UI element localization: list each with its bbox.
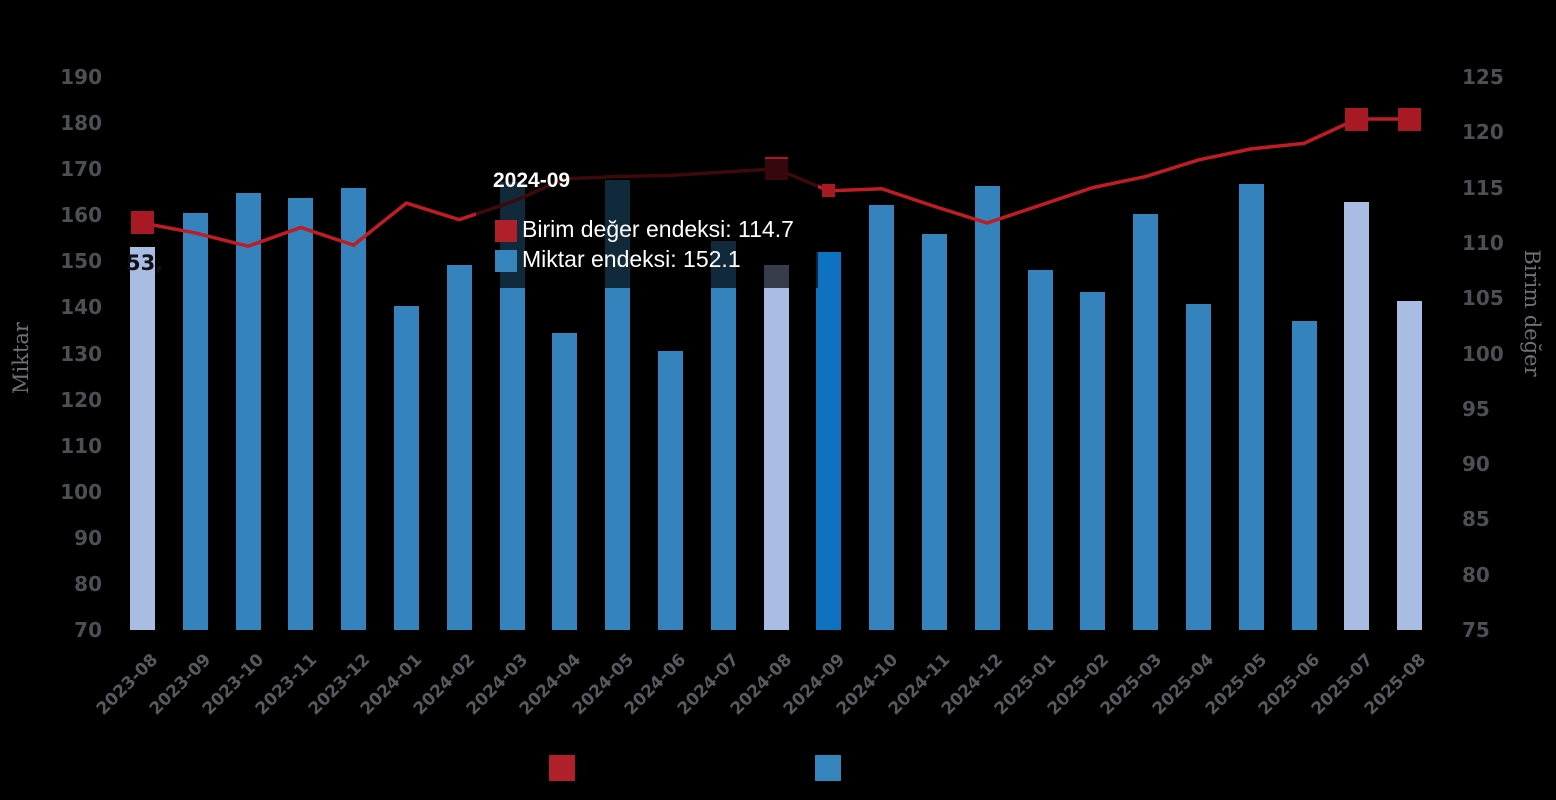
y-left-tick-90: 90 bbox=[74, 525, 102, 550]
bar-2025-01[interactable] bbox=[1027, 270, 1053, 630]
bar-2025-04[interactable] bbox=[1185, 304, 1211, 630]
bar-2024-07[interactable] bbox=[710, 241, 736, 630]
tooltip-row-miktar: Miktar endeksi: 152.1 bbox=[522, 246, 741, 272]
bar-2023-12[interactable] bbox=[341, 188, 367, 630]
legend-miktar-endeksi[interactable] bbox=[815, 755, 841, 781]
y-right-tick-110: 110 bbox=[1462, 230, 1504, 255]
tooltip-title: 2024-09 bbox=[493, 169, 571, 192]
y-left-tick-110: 110 bbox=[60, 433, 102, 458]
bar-2025-02[interactable] bbox=[1080, 292, 1106, 630]
bar-2024-09[interactable] bbox=[816, 251, 842, 630]
y-right-tick-115: 115 bbox=[1462, 175, 1504, 200]
bar-2025-08[interactable] bbox=[1397, 300, 1423, 630]
y-left-tick-130: 130 bbox=[60, 341, 102, 366]
y-left-tick-190: 190 bbox=[60, 65, 102, 89]
y-right-tick-80: 80 bbox=[1462, 562, 1490, 587]
bar-data-label: 53, bbox=[126, 251, 164, 275]
y-right-tick-125: 125 bbox=[1462, 65, 1504, 89]
bar-2025-06[interactable] bbox=[1291, 320, 1317, 630]
y-right-tick-100: 100 bbox=[1462, 341, 1504, 366]
bar-2024-08[interactable] bbox=[763, 265, 789, 630]
tooltip: 2024-09 Birim değer endeksi: 114.7 Miktar… bbox=[476, 159, 818, 288]
bar-2024-02[interactable] bbox=[446, 265, 472, 630]
y-right-tick-85: 85 bbox=[1462, 507, 1490, 532]
y-left-tick-80: 80 bbox=[74, 571, 102, 596]
y-left-tick-160: 160 bbox=[60, 203, 102, 228]
tooltip-series-icon-red bbox=[495, 220, 517, 242]
bar-2023-09[interactable] bbox=[182, 213, 208, 630]
bar-2025-07[interactable] bbox=[1344, 201, 1370, 630]
legend-birim-deger-endeksi[interactable] bbox=[549, 755, 575, 781]
y-left-tick-170: 170 bbox=[60, 157, 102, 182]
y-right-tick-95: 95 bbox=[1462, 396, 1490, 421]
line-marker-2025-07[interactable] bbox=[1345, 107, 1369, 131]
bar-2024-11[interactable] bbox=[921, 233, 947, 630]
y-right-tick-75: 75 bbox=[1462, 618, 1490, 642]
y-right-tick-120: 120 bbox=[1462, 120, 1504, 145]
bar-2024-04[interactable] bbox=[552, 333, 578, 630]
y-right-tick-90: 90 bbox=[1462, 452, 1490, 477]
bar-2023-10[interactable] bbox=[235, 192, 261, 630]
tooltip-series-icon-blue bbox=[495, 250, 517, 272]
y-left-tick-120: 120 bbox=[60, 387, 102, 412]
line-marker-2023-08[interactable] bbox=[130, 211, 154, 235]
y-left-tick-150: 150 bbox=[60, 249, 102, 274]
bar-2024-10[interactable] bbox=[869, 204, 895, 630]
line-marker-2024-09[interactable] bbox=[822, 184, 836, 198]
y-right-tick-105: 105 bbox=[1462, 286, 1504, 311]
y-left-tick-100: 100 bbox=[60, 479, 102, 504]
bar-2025-05[interactable] bbox=[1238, 184, 1264, 630]
y-left-tick-180: 180 bbox=[60, 111, 102, 136]
bar-2023-11[interactable] bbox=[288, 198, 314, 630]
y-left-tick-70: 70 bbox=[74, 618, 102, 642]
bar-2023-08[interactable] bbox=[129, 246, 155, 630]
bar-2024-12[interactable] bbox=[974, 185, 1000, 630]
line-marker-2025-08[interactable] bbox=[1398, 107, 1422, 131]
y-left-tick-140: 140 bbox=[60, 295, 102, 320]
tooltip-row-birim-deger: Birim değer endeksi: 114.7 bbox=[522, 216, 794, 242]
bar-2024-06[interactable] bbox=[657, 351, 683, 630]
bar-2024-01[interactable] bbox=[393, 306, 419, 630]
bar-2025-03[interactable] bbox=[1133, 214, 1159, 630]
